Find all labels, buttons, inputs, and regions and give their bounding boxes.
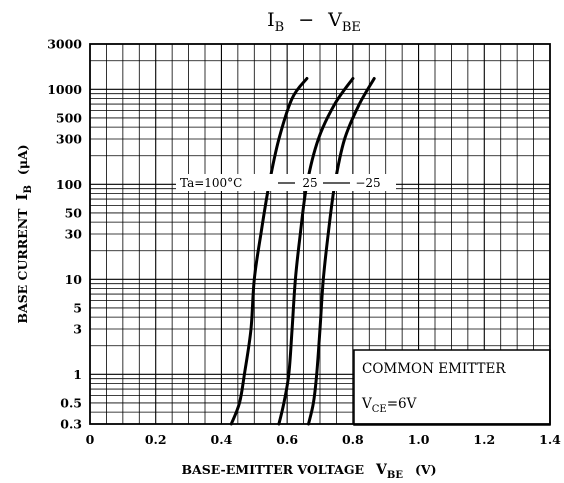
x-axis-label: BASE-EMITTER VOLTAGE VBE (V) (181, 462, 436, 481)
y-tick-labels: 0.3 0.5 1 3 5 10 30 50 100 300 500 1000 3000 (47, 37, 82, 432)
series-label-25: 25 (302, 176, 317, 190)
x-tick-label: 1.2 (473, 432, 495, 447)
y-tick-label: 500 (56, 110, 82, 125)
series-label-100c: Ta=100°C (180, 176, 242, 190)
y-tick-label: 30 (65, 227, 83, 242)
y-tick-label: 300 (56, 132, 82, 147)
y-tick-label: 1000 (47, 82, 82, 97)
x-tick-label: 0.2 (145, 432, 167, 447)
y-tick-label: 50 (65, 205, 83, 220)
chart-title: IB − VBE (267, 9, 361, 35)
x-tick-labels: 0 0.2 0.4 0.6 0.8 1.0 1.2 1.4 (86, 432, 562, 447)
curves (229, 77, 376, 426)
plot-frame (89, 43, 551, 425)
condition-box (353, 349, 551, 426)
x-tick-label: 0.8 (342, 432, 364, 447)
curve-100c (229, 77, 309, 426)
y-tick-label: 3000 (47, 37, 82, 52)
common-emitter-label: COMMON EMITTER (362, 361, 506, 377)
curve-minus25 (307, 77, 376, 426)
x-tick-label: 1.0 (408, 432, 430, 447)
y-tick-label: 0.5 (60, 395, 82, 410)
y-axis-label: BASE CURRENTIB(μA) (13, 144, 34, 323)
y-tick-label: 5 (73, 300, 82, 315)
y-tick-label: 100 (56, 177, 82, 192)
x-tick-label: 0.6 (276, 432, 298, 447)
y-tick-label: 1 (73, 367, 82, 382)
series-label-minus25: −25 (355, 176, 380, 190)
curve-25 (277, 77, 355, 426)
x-tick-label: 0.4 (211, 432, 233, 447)
y-tick-label: 3 (73, 322, 82, 337)
y-tick-label: 0.3 (60, 417, 82, 432)
x-tick-label: 0 (86, 432, 95, 447)
x-tick-label: 1.4 (539, 432, 561, 447)
vce-condition-label: VCE=6V (361, 396, 417, 415)
y-tick-label: 10 (65, 272, 83, 287)
